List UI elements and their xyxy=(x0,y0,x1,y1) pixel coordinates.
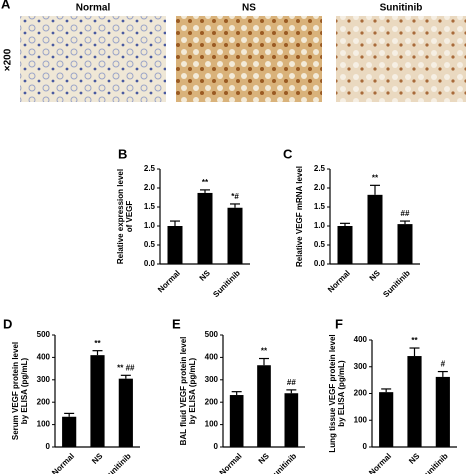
y-tick-label: 400 xyxy=(205,353,219,362)
y-axis-label: Relative expression level xyxy=(116,169,125,264)
significance: ** xyxy=(202,178,209,187)
micrographs: A ×200 Normal NS Sunitinib xyxy=(1,0,466,102)
panel-label: F xyxy=(335,316,343,331)
y-tick-label: 0.0 xyxy=(314,259,326,268)
y-axis-label: Relative VEGF mRNA level xyxy=(295,166,304,267)
bar xyxy=(379,392,394,447)
bar xyxy=(62,416,77,447)
image-title: Sunitinib xyxy=(380,3,423,14)
x-tick-label: Sunitinib xyxy=(211,268,242,299)
bar xyxy=(407,356,422,447)
x-tick-label: Sunitinib xyxy=(419,451,450,474)
x-tick-label: NS xyxy=(257,451,272,466)
panel-label: A xyxy=(1,0,11,11)
y-tick-label: 300 xyxy=(37,375,51,384)
y-tick-label: 0.5 xyxy=(144,240,156,249)
y-tick-label: 0.0 xyxy=(144,259,156,268)
bar xyxy=(435,376,450,447)
x-tick-label: Normal xyxy=(156,269,182,295)
bar xyxy=(90,355,105,447)
x-tick-label: Normal xyxy=(50,452,76,474)
bar xyxy=(284,393,299,447)
y-axis-label: BAL fluid VEGF protein level xyxy=(179,337,188,446)
y-axis-label: by ELISA (pg/mL) xyxy=(20,357,29,424)
y-tick-label: 400 xyxy=(354,335,368,344)
significance: ## xyxy=(287,378,296,387)
significance: ** xyxy=(261,347,268,356)
y-axis-label: by ELISA (pg/mL) xyxy=(188,357,197,424)
y-tick-label: 2.5 xyxy=(144,164,156,173)
bar xyxy=(229,395,244,447)
bar xyxy=(367,194,383,264)
bar xyxy=(227,207,243,264)
y-tick-label: 200 xyxy=(37,397,51,406)
micrograph xyxy=(20,16,166,102)
bar xyxy=(337,226,353,264)
significance: ** xyxy=(372,173,379,182)
x-tick-label: Normal xyxy=(218,452,244,474)
image-title: Normal xyxy=(76,3,111,14)
y-tick-label: 400 xyxy=(37,353,51,362)
panel-label: D xyxy=(3,316,12,331)
micrograph xyxy=(336,16,466,102)
significance: ## xyxy=(401,209,410,218)
image-title: NS xyxy=(242,3,256,14)
bar xyxy=(167,226,183,264)
y-tick-label: 200 xyxy=(205,397,219,406)
significance: ** ## xyxy=(117,363,135,372)
significance: *# xyxy=(231,192,239,201)
bar xyxy=(197,192,213,264)
micrograph xyxy=(176,16,322,102)
x-tick-label: Normal xyxy=(367,452,393,474)
panel-label: C xyxy=(283,146,293,161)
y-tick-label: 500 xyxy=(37,330,51,339)
y-tick-label: 0.5 xyxy=(314,240,326,249)
x-tick-label: NS xyxy=(368,268,383,283)
y-axis-label: Lung tissue VEGF protein level xyxy=(328,334,337,452)
x-tick-label: Sunitinib xyxy=(268,451,299,474)
bar xyxy=(118,378,133,447)
y-tick-label: 1.5 xyxy=(314,202,326,211)
y-tick-label: 500 xyxy=(205,330,219,339)
y-tick-label: 100 xyxy=(37,420,51,429)
bar xyxy=(397,224,413,264)
x-tick-label: Sunitinib xyxy=(102,451,133,474)
y-tick-label: 300 xyxy=(354,362,368,371)
y-tick-label: 2.0 xyxy=(144,183,156,192)
y-axis-label: Serum VEGF protein level xyxy=(11,342,20,440)
y-tick-label: 0 xyxy=(46,442,51,451)
y-axis-label: of VEGF xyxy=(125,201,134,233)
x-tick-label: Sunitinib xyxy=(381,268,412,299)
y-tick-label: 100 xyxy=(354,415,368,424)
significance: ** xyxy=(411,336,418,345)
panel-label: E xyxy=(172,316,181,331)
significance: # xyxy=(441,360,446,369)
panel-label: B xyxy=(118,146,127,161)
y-tick-label: 0 xyxy=(214,442,219,451)
x-tick-label: Normal xyxy=(326,269,352,295)
y-tick-label: 1.0 xyxy=(144,221,156,230)
y-tick-label: 300 xyxy=(205,375,219,384)
y-tick-label: 2.5 xyxy=(314,164,326,173)
y-tick-label: 1.0 xyxy=(314,221,326,230)
y-tick-label: 0 xyxy=(363,442,368,451)
x-tick-label: NS xyxy=(90,451,105,466)
bar xyxy=(257,365,271,447)
x-tick-label: NS xyxy=(198,268,213,283)
y-tick-label: 2.0 xyxy=(314,183,326,192)
y-tick-label: 1.5 xyxy=(144,202,156,211)
y-axis-label: by ELISA (pg/mL) xyxy=(337,360,346,427)
magnification: ×200 xyxy=(3,48,14,71)
x-tick-label: NS xyxy=(407,451,422,466)
significance: ** xyxy=(94,339,101,348)
y-tick-label: 200 xyxy=(354,389,368,398)
y-tick-label: 100 xyxy=(205,420,219,429)
